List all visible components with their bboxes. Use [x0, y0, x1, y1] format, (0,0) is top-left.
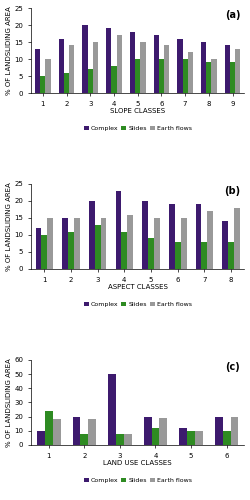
Bar — [42, 235, 47, 269]
Bar — [46, 59, 51, 93]
Bar — [59, 38, 64, 93]
Text: (b): (b) — [224, 186, 240, 196]
Bar — [152, 428, 160, 445]
Bar — [122, 232, 127, 269]
Y-axis label: % OF LANDSLIDING AREA: % OF LANDSLIDING AREA — [6, 358, 12, 447]
Text: (a): (a) — [225, 10, 240, 20]
Bar — [164, 46, 169, 93]
Bar — [88, 420, 96, 445]
Bar — [169, 204, 175, 269]
Bar — [82, 25, 88, 93]
Bar — [202, 242, 207, 269]
Bar — [80, 434, 88, 445]
Bar — [37, 430, 45, 445]
Bar — [179, 428, 187, 445]
Bar — [177, 38, 182, 93]
Bar — [135, 59, 140, 93]
Bar — [130, 32, 135, 93]
Bar — [228, 242, 234, 269]
Bar — [144, 416, 152, 445]
Bar — [100, 218, 106, 269]
Legend: Complex, Slides, Earth flows: Complex, Slides, Earth flows — [81, 124, 194, 134]
Text: (c): (c) — [226, 362, 240, 372]
Y-axis label: % OF LANDSLIDING AREA: % OF LANDSLIDING AREA — [6, 182, 12, 271]
Legend: Complex, Slides, Earth flows: Complex, Slides, Earth flows — [81, 475, 194, 486]
Bar — [88, 69, 93, 93]
Bar — [69, 46, 74, 93]
Bar — [206, 62, 212, 93]
X-axis label: SLOPE CLASSES: SLOPE CLASSES — [110, 108, 165, 114]
Bar — [140, 42, 145, 93]
Bar — [72, 416, 80, 445]
Bar — [93, 42, 98, 93]
Bar — [36, 228, 42, 269]
Bar — [127, 214, 133, 269]
Bar — [142, 201, 148, 269]
Legend: Complex, Slides, Earth flows: Complex, Slides, Earth flows — [81, 300, 194, 310]
Bar — [35, 49, 40, 93]
Bar — [234, 208, 240, 269]
Bar — [212, 59, 217, 93]
Bar — [181, 218, 186, 269]
Bar — [223, 430, 230, 445]
Bar — [201, 42, 206, 93]
Bar — [116, 191, 121, 269]
Bar — [215, 416, 223, 445]
Bar — [116, 434, 124, 445]
Bar — [47, 218, 53, 269]
Bar — [182, 59, 188, 93]
Y-axis label: % OF LANDSLIDING AREA: % OF LANDSLIDING AREA — [6, 6, 12, 95]
Bar — [68, 232, 74, 269]
Bar — [160, 418, 167, 445]
Bar — [230, 62, 235, 93]
Bar — [40, 76, 46, 93]
Bar — [175, 242, 181, 269]
Bar — [112, 66, 116, 93]
Bar — [124, 434, 132, 445]
Bar — [159, 59, 164, 93]
Bar — [230, 416, 238, 445]
Bar — [148, 238, 154, 269]
Bar — [154, 36, 159, 93]
Bar — [95, 225, 100, 269]
Bar — [89, 201, 95, 269]
Bar — [195, 430, 203, 445]
X-axis label: LAND USE CLASSES: LAND USE CLASSES — [104, 460, 172, 466]
Bar — [64, 72, 69, 93]
Bar — [74, 218, 80, 269]
Bar — [45, 411, 53, 445]
X-axis label: ASPECT CLASSES: ASPECT CLASSES — [108, 284, 168, 290]
Bar — [116, 36, 122, 93]
Bar — [196, 204, 202, 269]
Bar — [235, 49, 240, 93]
Bar — [53, 420, 60, 445]
Bar — [188, 52, 193, 93]
Bar — [225, 46, 230, 93]
Bar — [207, 211, 213, 269]
Bar — [154, 218, 160, 269]
Bar — [62, 218, 68, 269]
Bar — [187, 430, 195, 445]
Bar — [108, 374, 116, 445]
Bar — [106, 28, 112, 93]
Bar — [222, 222, 228, 269]
